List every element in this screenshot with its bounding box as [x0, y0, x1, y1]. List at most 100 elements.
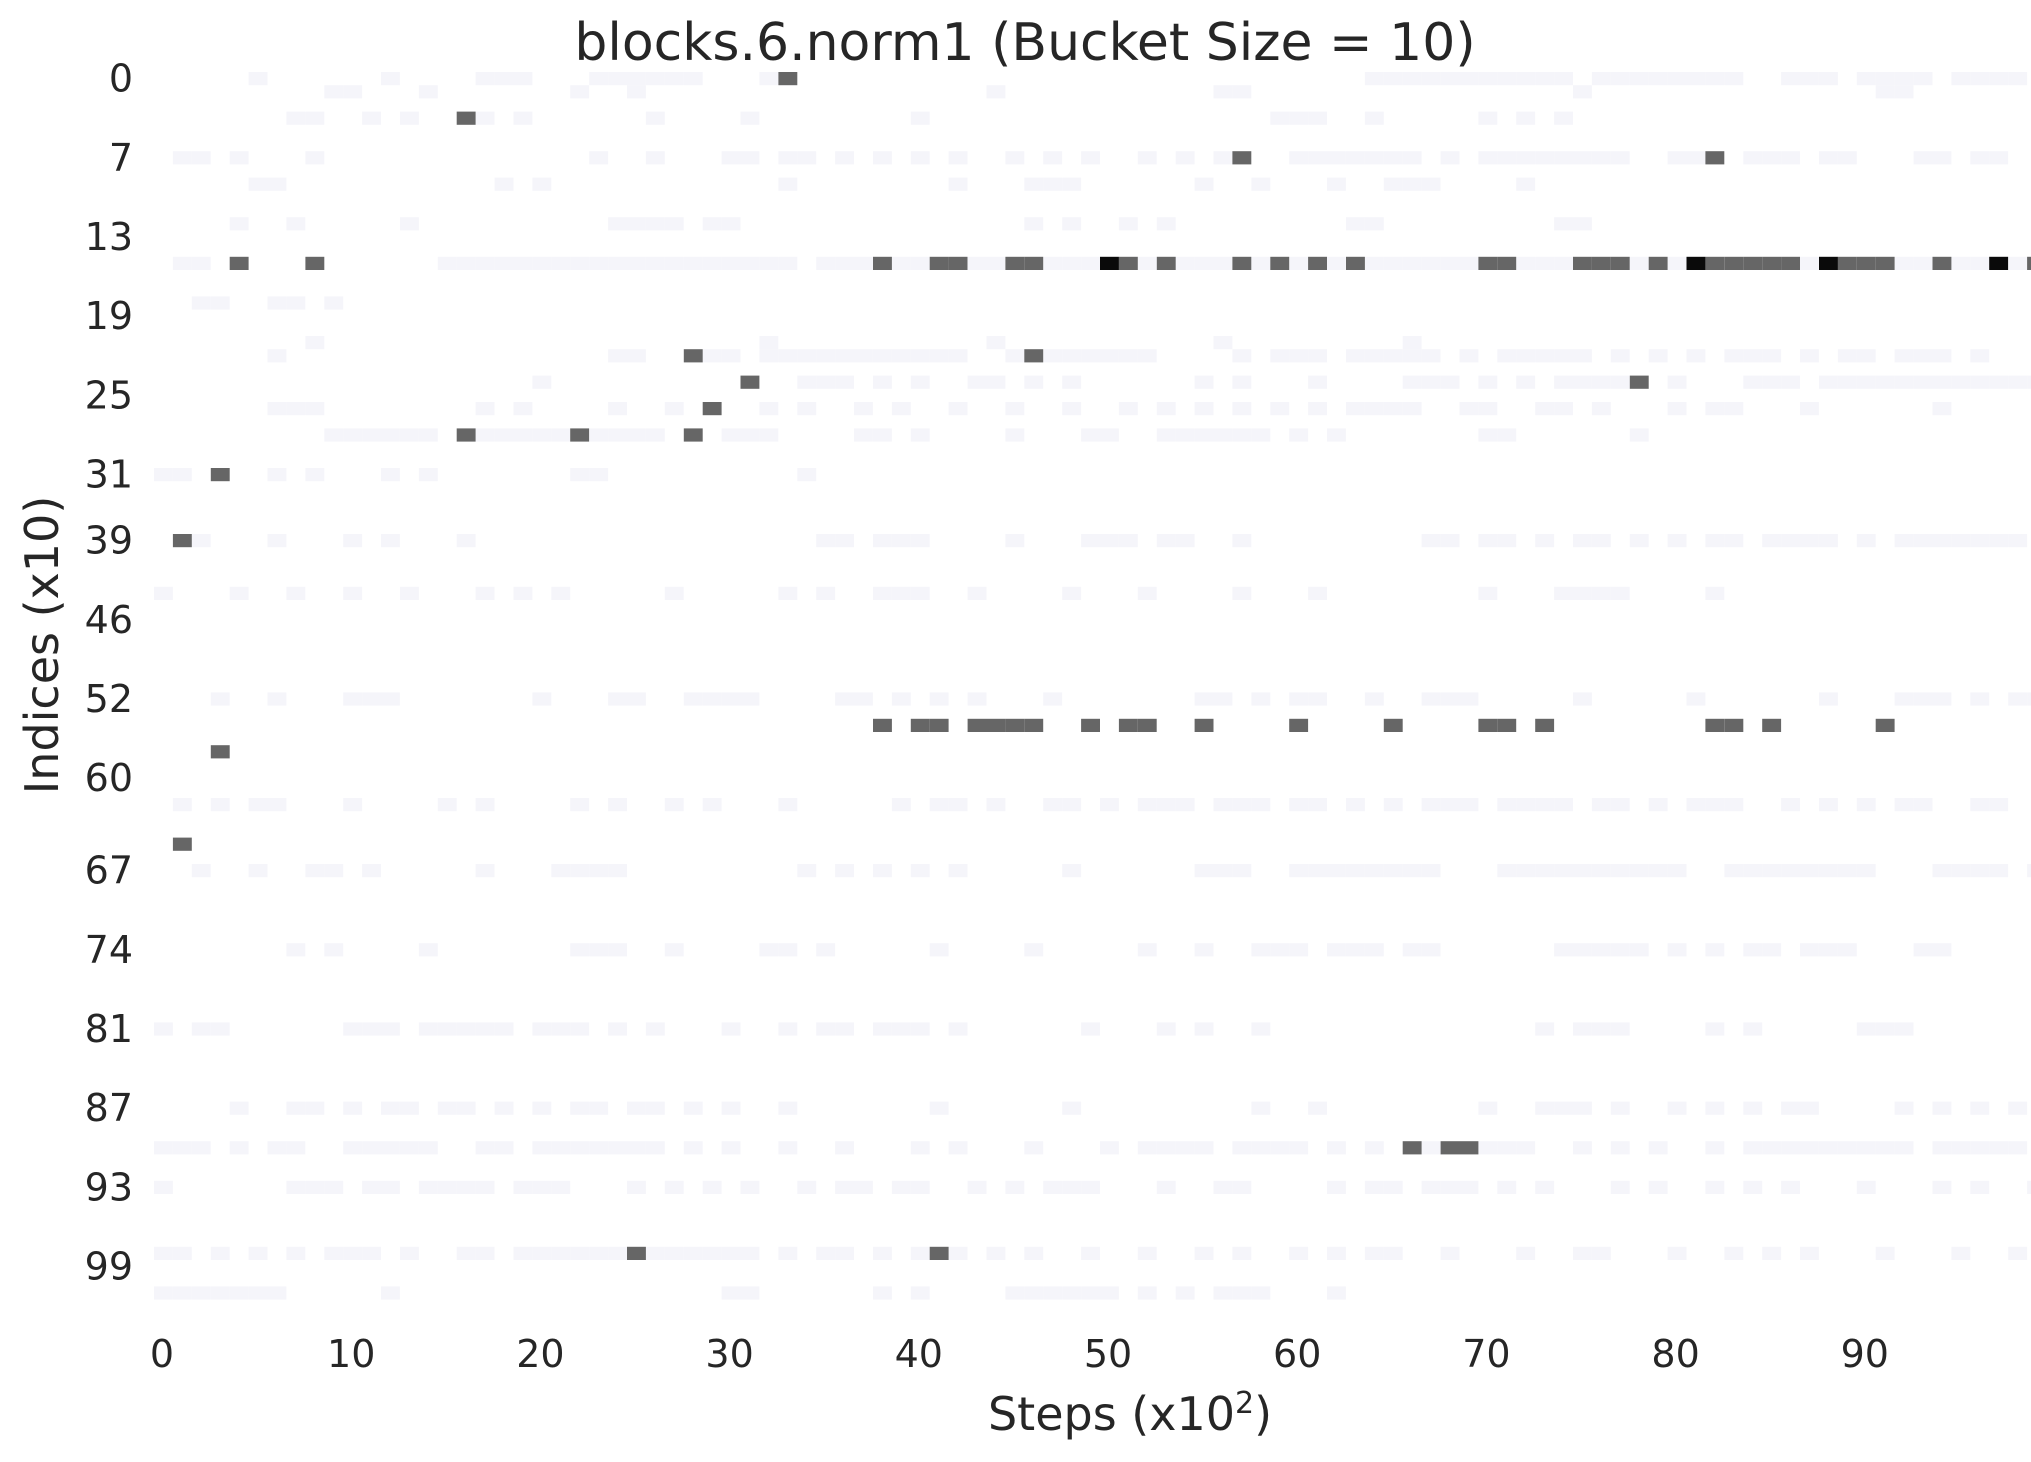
heatmap-cell-faint: [1554, 943, 1573, 957]
heatmap-cell-faint: [1402, 177, 1422, 191]
heatmap-cell-faint: [1951, 534, 1971, 548]
heatmap-cell-faint: [1837, 943, 1857, 957]
heatmap-cell-faint: [1856, 534, 1876, 548]
heatmap-cell-faint: [1440, 1180, 1460, 1194]
heatmap-cell-faint: [1629, 864, 1649, 878]
heatmap-cell-faint: [1289, 111, 1309, 125]
heatmap-cell-faint: [1383, 864, 1403, 878]
heatmap-cell-dark: [1459, 1141, 1479, 1155]
heatmap-cell-faint: [475, 256, 495, 270]
heatmap-cell-faint: [721, 1022, 741, 1036]
heatmap-cell-faint: [381, 1101, 400, 1115]
heatmap-cell-faint: [873, 375, 892, 389]
heatmap-cell-faint: [873, 349, 892, 363]
heatmap-cell-faint: [1705, 534, 1725, 548]
heatmap-cell-darkest: [1100, 256, 1119, 270]
heatmap-cell-faint: [1573, 1101, 1592, 1115]
heatmap-cell-faint: [1913, 534, 1933, 548]
heatmap-cell-faint: [324, 1246, 344, 1260]
heatmap-cell-faint: [456, 1022, 476, 1036]
heatmap-cell-faint: [891, 534, 911, 548]
heatmap-cell-faint: [1289, 1141, 1309, 1155]
heatmap-cell-faint: [1383, 349, 1403, 363]
heatmap-cell-faint: [1667, 943, 1687, 957]
heatmap-cell-faint: [267, 349, 287, 363]
heatmap-cell-faint: [1516, 111, 1536, 125]
heatmap-cell-faint: [1440, 534, 1460, 548]
heatmap-cell-faint: [1705, 1180, 1725, 1194]
heatmap-cell-faint: [1175, 151, 1195, 165]
heatmap-cell-faint: [1554, 798, 1573, 812]
heatmap-cell-faint: [797, 349, 817, 363]
heatmap-cell-faint: [1989, 864, 2009, 878]
heatmap-cell-faint: [475, 586, 495, 600]
heatmap-cell-faint: [1137, 586, 1157, 600]
heatmap-cell-faint: [1421, 692, 1441, 706]
heatmap-cell-faint: [1062, 375, 1082, 389]
heatmap-cell-faint: [664, 1246, 684, 1260]
y-tick-label: 25: [85, 373, 133, 417]
heatmap-cell-faint: [1894, 375, 1914, 389]
heatmap-cell-faint: [1062, 217, 1082, 231]
heatmap-cell-faint: [1629, 534, 1649, 548]
heatmap-cell-faint: [551, 1180, 571, 1194]
heatmap-cell-faint: [172, 151, 192, 165]
heatmap-cell-faint: [1289, 798, 1309, 812]
heatmap-cell-faint: [1667, 864, 1687, 878]
heatmap-cell-faint: [1364, 349, 1384, 363]
heatmap-cell-faint: [1724, 349, 1744, 363]
heatmap-cell-dark: [683, 428, 703, 442]
heatmap-cell-faint: [154, 1141, 173, 1155]
heatmap-cell-faint: [1478, 111, 1498, 125]
heatmap-cell-faint: [1573, 1022, 1592, 1036]
heatmap-cell-faint: [608, 256, 627, 270]
heatmap-cell-dark: [1478, 256, 1498, 270]
heatmap-cell-faint: [1213, 798, 1233, 812]
heatmap-cell-faint: [400, 1101, 419, 1115]
heatmap-cell-faint: [1667, 402, 1687, 416]
heatmap-cell-faint: [929, 349, 949, 363]
heatmap-cell-faint: [229, 1141, 249, 1155]
heatmap-cell-faint: [1875, 1141, 1895, 1155]
heatmap-cell-faint: [891, 798, 911, 812]
heatmap-cell-faint: [1781, 1180, 1800, 1194]
heatmap-cell-faint: [835, 864, 854, 878]
heatmap-cell-faint: [740, 256, 760, 270]
heatmap-cell-faint: [305, 402, 325, 416]
heatmap-cell-faint: [1194, 943, 1214, 957]
heatmap-cell-faint: [267, 296, 287, 310]
heatmap-cell-dark: [1762, 256, 1782, 270]
heatmap-cell-faint: [1535, 1022, 1555, 1036]
y-tick-label: 19: [85, 294, 133, 338]
heatmap-cell-faint: [910, 1180, 930, 1194]
heatmap-cell-faint: [1743, 151, 1763, 165]
heatmap-cell-faint: [1005, 402, 1025, 416]
heatmap-cell-faint: [1932, 375, 1952, 389]
heatmap-cell-faint: [1327, 151, 1346, 165]
heatmap-cell-faint: [154, 1022, 173, 1036]
heatmap-cell-faint: [797, 864, 817, 878]
heatmap-cell-faint: [1819, 375, 1838, 389]
heatmap-cell-faint: [381, 428, 400, 442]
heatmap-cell-faint: [740, 1180, 760, 1194]
heatmap-cell-faint: [1289, 864, 1309, 878]
heatmap-cell-faint: [362, 428, 381, 442]
heatmap-cell-faint: [1554, 1101, 1573, 1115]
heatmap-cell-faint: [1062, 1180, 1082, 1194]
heatmap-cell-faint: [1175, 428, 1195, 442]
heatmap-cell-faint: [1024, 375, 1044, 389]
heatmap-cell-faint: [532, 256, 552, 270]
heatmap-cell-faint: [967, 692, 987, 706]
heatmap-cell-faint: [627, 72, 646, 86]
heatmap-cell-faint: [1705, 943, 1725, 957]
heatmap-cell-faint: [343, 1101, 363, 1115]
heatmap-cell-faint: [1573, 864, 1592, 878]
heatmap-cell-faint: [854, 692, 873, 706]
heatmap-cell-faint: [1781, 798, 1800, 812]
heatmap-cell-faint: [1894, 1101, 1914, 1115]
heatmap-cell-faint: [1308, 111, 1327, 125]
heatmap-cell-faint: [891, 349, 911, 363]
heatmap-cell-faint: [589, 72, 609, 86]
heatmap-cell-faint: [1591, 534, 1611, 548]
heatmap-cell-faint: [210, 692, 230, 706]
